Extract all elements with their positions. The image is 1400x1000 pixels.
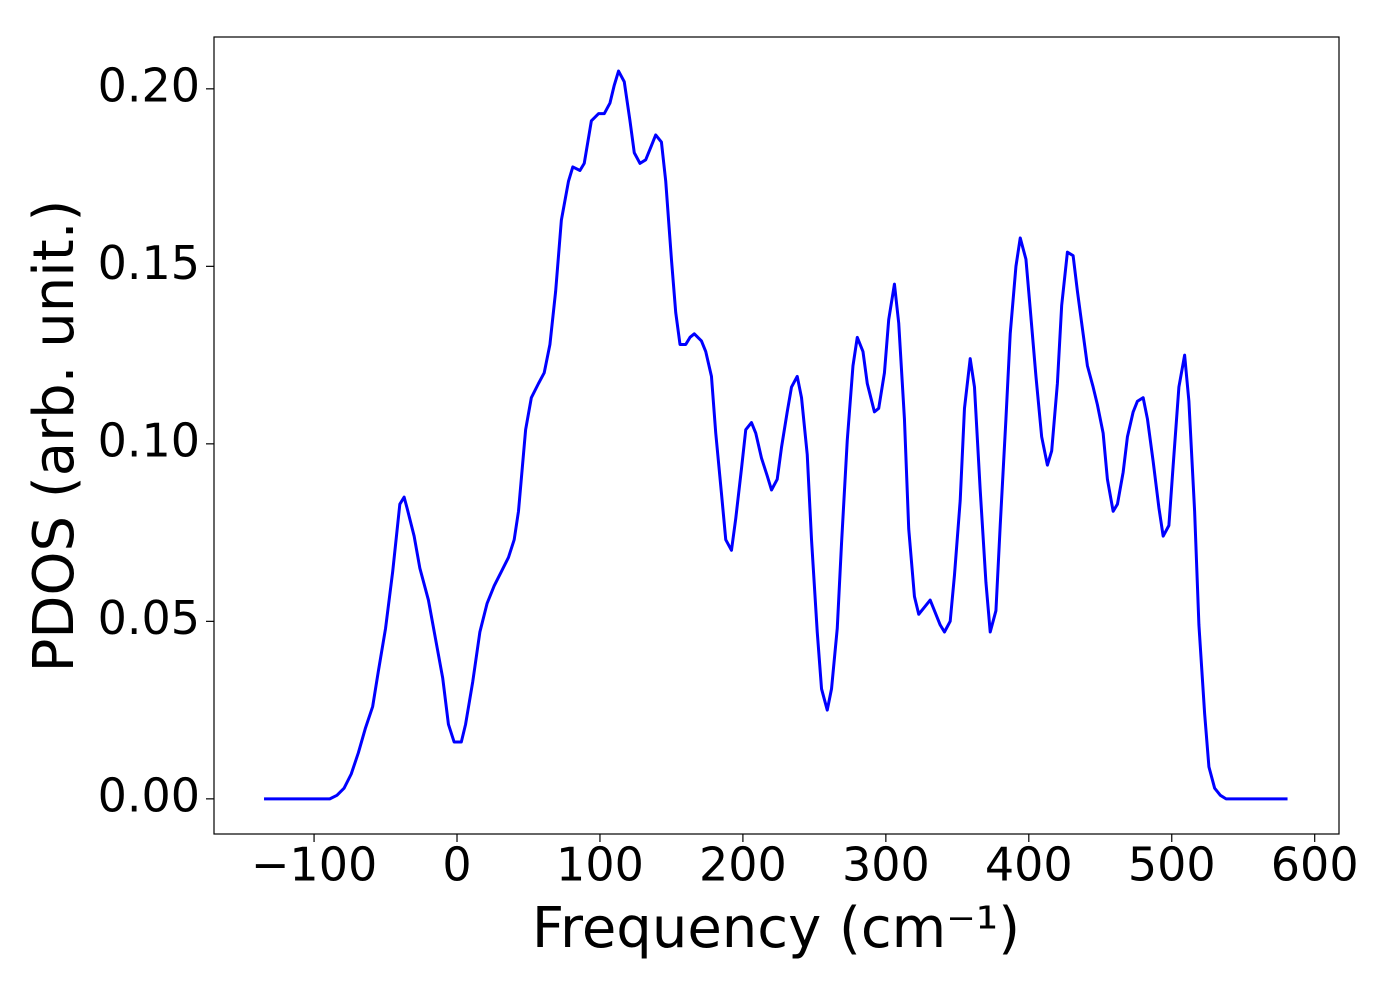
- y-tick-label: 0.20: [98, 58, 200, 112]
- y-tick-label: 0.10: [98, 413, 200, 467]
- x-tick-label: −100: [251, 838, 377, 892]
- x-tick-label: 400: [985, 838, 1073, 892]
- y-tick-label: 0.00: [98, 768, 200, 822]
- x-tick-label: 600: [1271, 838, 1359, 892]
- x-tick-label: 500: [1128, 838, 1216, 892]
- x-axis-label: Frequency (cm⁻¹): [532, 896, 1020, 961]
- plot-frame: [213, 36, 1340, 835]
- y-axis-label: PDOS (arb. unit.): [22, 200, 87, 673]
- x-tick-label: 0: [442, 838, 471, 892]
- x-tick-label: 300: [842, 838, 930, 892]
- x-tick-label: 100: [556, 838, 644, 892]
- y-tick-label: 0.05: [98, 591, 200, 645]
- data-line: [264, 69, 1288, 801]
- x-tick-label: 200: [699, 838, 787, 892]
- y-tick-label: 0.15: [98, 236, 200, 290]
